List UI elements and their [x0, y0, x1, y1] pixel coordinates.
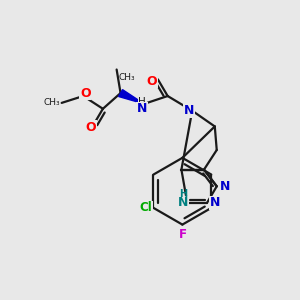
Text: N: N — [210, 196, 220, 209]
Text: O: O — [80, 87, 91, 100]
Polygon shape — [118, 90, 144, 104]
Text: H: H — [179, 189, 188, 199]
Text: N: N — [184, 104, 194, 117]
Text: O: O — [86, 121, 96, 134]
Text: H: H — [138, 97, 146, 107]
Text: N: N — [137, 102, 147, 115]
Text: N: N — [178, 196, 189, 209]
Text: N: N — [219, 180, 230, 193]
Text: CH₃: CH₃ — [118, 73, 135, 82]
Text: CH₃: CH₃ — [43, 98, 60, 107]
Text: F: F — [178, 228, 186, 241]
Text: Cl: Cl — [139, 201, 152, 214]
Text: O: O — [147, 75, 157, 88]
